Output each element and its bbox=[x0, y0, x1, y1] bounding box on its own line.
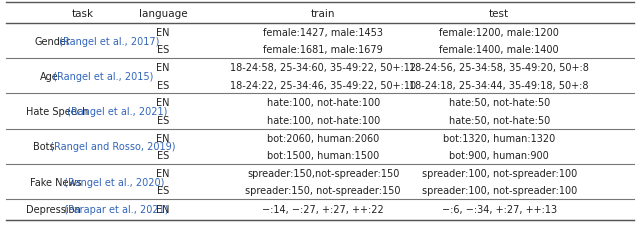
Text: bot:2060, human:2060: bot:2060, human:2060 bbox=[267, 133, 380, 143]
Text: ES: ES bbox=[157, 80, 170, 90]
Text: spreader:150, not-spreader:150: spreader:150, not-spreader:150 bbox=[246, 185, 401, 196]
Text: (Rangel et al., 2021): (Rangel et al., 2021) bbox=[64, 106, 168, 117]
Text: (Parapar et al., 2021): (Parapar et al., 2021) bbox=[61, 204, 168, 215]
Text: −:6, −:34, +:27, ++:13: −:6, −:34, +:27, ++:13 bbox=[442, 204, 557, 215]
Text: hate:50, not-hate:50: hate:50, not-hate:50 bbox=[449, 98, 550, 108]
Text: female:1400, male:1400: female:1400, male:1400 bbox=[440, 45, 559, 55]
Text: Gender: Gender bbox=[35, 36, 70, 46]
Text: EN: EN bbox=[156, 27, 170, 38]
Text: hate:50, not-hate:50: hate:50, not-hate:50 bbox=[449, 115, 550, 125]
Text: (Rangel and Rosso, 2019): (Rangel and Rosso, 2019) bbox=[47, 142, 175, 152]
Text: EN: EN bbox=[156, 204, 170, 215]
Text: 18-24:22, 25-34:46, 35-49:22, 50+:10: 18-24:22, 25-34:46, 35-49:22, 50+:10 bbox=[230, 80, 416, 90]
Text: female:1427, male:1453: female:1427, male:1453 bbox=[263, 27, 383, 38]
Text: ES: ES bbox=[157, 150, 170, 161]
Text: female:1681, male:1679: female:1681, male:1679 bbox=[263, 45, 383, 55]
Text: spreader:150,not-spreader:150: spreader:150,not-spreader:150 bbox=[247, 168, 399, 178]
Text: bot:1500, human:1500: bot:1500, human:1500 bbox=[267, 150, 380, 161]
Text: bot:900, human:900: bot:900, human:900 bbox=[449, 150, 549, 161]
Text: EN: EN bbox=[156, 63, 170, 73]
Text: Fake News: Fake News bbox=[29, 177, 81, 187]
Text: hate:100, not-hate:100: hate:100, not-hate:100 bbox=[267, 98, 380, 108]
Text: train: train bbox=[311, 9, 335, 19]
Text: ES: ES bbox=[157, 185, 170, 196]
Text: spreader:100, not-spreader:100: spreader:100, not-spreader:100 bbox=[422, 185, 577, 196]
Text: (Rangel et al., 2020): (Rangel et al., 2020) bbox=[61, 177, 164, 187]
Text: −:14, −:27, +:27, ++:22: −:14, −:27, +:27, ++:22 bbox=[262, 204, 384, 215]
Text: hate:100, not-hate:100: hate:100, not-hate:100 bbox=[267, 115, 380, 125]
Text: EN: EN bbox=[156, 168, 170, 178]
Text: test: test bbox=[489, 9, 509, 19]
Text: female:1200, male:1200: female:1200, male:1200 bbox=[439, 27, 559, 38]
Text: EN: EN bbox=[156, 98, 170, 108]
Text: 18-24:58, 25-34:60, 35-49:22, 50+:12: 18-24:58, 25-34:60, 35-49:22, 50+:12 bbox=[230, 63, 416, 73]
Text: ES: ES bbox=[157, 115, 170, 125]
Text: bot:1320, human:1320: bot:1320, human:1320 bbox=[443, 133, 556, 143]
Text: ES: ES bbox=[157, 45, 170, 55]
Text: Bots: Bots bbox=[33, 142, 54, 152]
Text: Age: Age bbox=[40, 71, 59, 82]
Text: (Rangel et al., 2015): (Rangel et al., 2015) bbox=[51, 71, 154, 82]
Text: 18-24:56, 25-34:58, 35-49:20, 50+:8: 18-24:56, 25-34:58, 35-49:20, 50+:8 bbox=[409, 63, 589, 73]
Text: Depression: Depression bbox=[26, 204, 81, 215]
Text: EN: EN bbox=[156, 133, 170, 143]
Text: spreader:100, not-spreader:100: spreader:100, not-spreader:100 bbox=[422, 168, 577, 178]
Text: task: task bbox=[72, 9, 94, 19]
Text: language: language bbox=[139, 9, 188, 19]
Text: Hate Speech: Hate Speech bbox=[26, 106, 88, 117]
Text: 18-24:18, 25-34:44, 35-49:18, 50+:8: 18-24:18, 25-34:44, 35-49:18, 50+:8 bbox=[410, 80, 589, 90]
Text: (Rangel et al., 2017): (Rangel et al., 2017) bbox=[56, 36, 159, 46]
